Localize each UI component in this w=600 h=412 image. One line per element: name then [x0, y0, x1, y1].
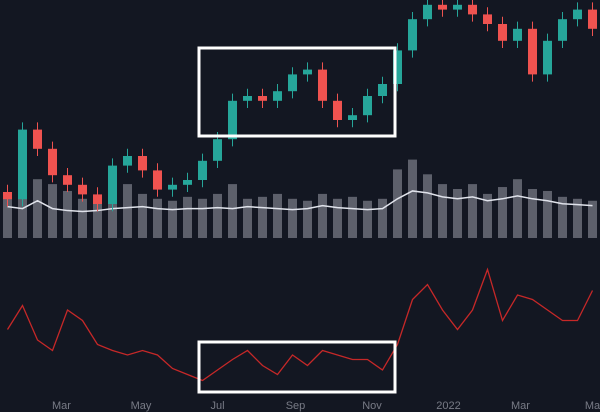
volume-ma-line: [7, 190, 593, 213]
x-tick-label: Jul: [210, 400, 224, 412]
volume-bar: [333, 198, 342, 238]
candle-body: [273, 91, 282, 101]
candle-body: [48, 148, 57, 176]
x-tick-label: Ma: [585, 400, 600, 412]
candle-body: [423, 4, 432, 20]
marks: [3, 0, 597, 382]
candle-body: [153, 170, 162, 190]
x-tick-label: Nov: [362, 400, 382, 412]
volume-bar: [348, 196, 357, 238]
volume-bar: [303, 200, 312, 238]
volume-bar: [273, 193, 282, 238]
x-tick-label: Mar: [52, 400, 71, 412]
candle-body: [543, 40, 552, 75]
volume-bar: [453, 189, 462, 238]
volume-bar: [438, 184, 447, 238]
candle-body: [468, 4, 477, 15]
volume-bar: [423, 174, 432, 238]
candle-body: [78, 184, 87, 195]
volume-bar: [138, 193, 147, 238]
volume-bar: [513, 179, 522, 238]
candle-body: [18, 129, 27, 200]
candle-body: [183, 180, 192, 185]
volume-bar: [198, 198, 207, 238]
candle-body: [528, 28, 537, 75]
candle-body: [243, 96, 252, 101]
volume-bar: [48, 184, 57, 238]
highlight-box: [197, 46, 397, 138]
candle-body: [408, 19, 417, 51]
candle-body: [513, 28, 522, 41]
volume-bar: [573, 198, 582, 238]
candle-body: [318, 69, 327, 101]
candle-body: [33, 129, 42, 149]
candle-body: [213, 139, 222, 161]
x-tick-label: 2022: [436, 400, 460, 412]
volume-bar: [3, 193, 12, 238]
candle-body: [63, 175, 72, 185]
volume-bar: [258, 196, 267, 238]
volume-bar: [408, 159, 417, 238]
x-tick-label: Mar: [511, 400, 530, 412]
volume-bar: [483, 193, 492, 238]
candle-body: [123, 156, 132, 166]
volume-bar: [93, 196, 102, 238]
candle-body: [363, 96, 372, 116]
volume-bar: [33, 179, 42, 238]
volume-bar: [378, 198, 387, 238]
candle-body: [393, 50, 402, 84]
volume-bar: [288, 198, 297, 238]
candle-body: [108, 165, 117, 204]
volume-bar: [318, 193, 327, 238]
volume-bar: [108, 189, 117, 238]
candle-body: [588, 9, 597, 29]
volume-bar: [123, 184, 132, 238]
candle-body: [138, 156, 147, 171]
candle-body: [558, 19, 567, 41]
volume-bar: [63, 190, 72, 238]
candle-body: [333, 100, 342, 120]
volume-bar: [498, 187, 507, 238]
candle-body: [483, 14, 492, 24]
indicator-line: [6, 267, 594, 382]
volume-bar: [588, 200, 597, 238]
volume-bar: [168, 200, 177, 238]
candle-body: [303, 69, 312, 75]
volume-bar: [228, 184, 237, 238]
candle-body: [378, 84, 387, 96]
candle-body: [288, 74, 297, 92]
volume-bar: [558, 196, 567, 238]
volume-bar: [363, 200, 372, 238]
volume-bar: [153, 198, 162, 238]
volume-bar: [78, 198, 87, 238]
candle-body: [198, 160, 207, 180]
candle-body: [3, 192, 12, 200]
volume-bar: [543, 190, 552, 238]
volume-bar: [393, 169, 402, 238]
candle-body: [348, 115, 357, 120]
volume-bar: [18, 189, 27, 238]
highlight-box: [197, 340, 397, 394]
volume-bar: [468, 184, 477, 238]
candle-body: [168, 184, 177, 190]
candle-body: [498, 24, 507, 41]
candle-body: [228, 100, 237, 140]
candle-body: [573, 9, 582, 20]
volume-bar: [528, 189, 537, 238]
volume-bar: [183, 196, 192, 238]
candle-body: [453, 4, 462, 10]
volume-bar: [213, 193, 222, 238]
x-tick-label: May: [131, 400, 152, 412]
volume-bar: [243, 198, 252, 238]
candle-body: [438, 4, 447, 10]
candle-body: [93, 194, 102, 204]
candle-body: [258, 96, 267, 101]
x-tick-label: Sep: [286, 400, 306, 412]
